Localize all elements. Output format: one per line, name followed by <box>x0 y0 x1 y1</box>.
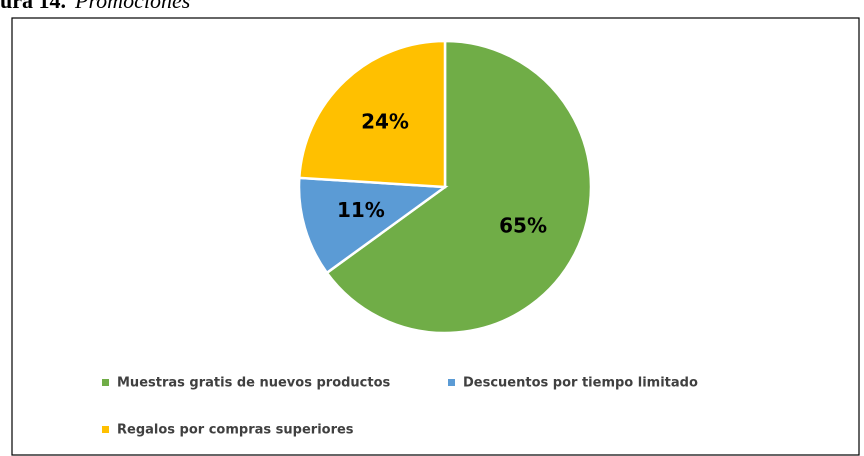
legend-swatch <box>102 426 109 433</box>
legend-label: Regalos por compras superiores <box>117 423 354 438</box>
data-label: 11% <box>337 198 385 222</box>
legend-label: Descuentos por tiempo limitado <box>463 376 698 391</box>
caption: Promociones <box>74 0 190 13</box>
legend-swatch <box>448 379 455 386</box>
pie-slice <box>297 176 449 275</box>
legend-label: Muestras gratis de nuevos productos <box>117 376 391 391</box>
data-label: 65% <box>499 213 547 237</box>
legend-swatch <box>102 379 109 386</box>
data-label: 24% <box>361 110 409 134</box>
pie-slice <box>297 39 447 189</box>
caption-number: ura 14. <box>0 0 66 13</box>
pie-slice <box>325 39 593 335</box>
